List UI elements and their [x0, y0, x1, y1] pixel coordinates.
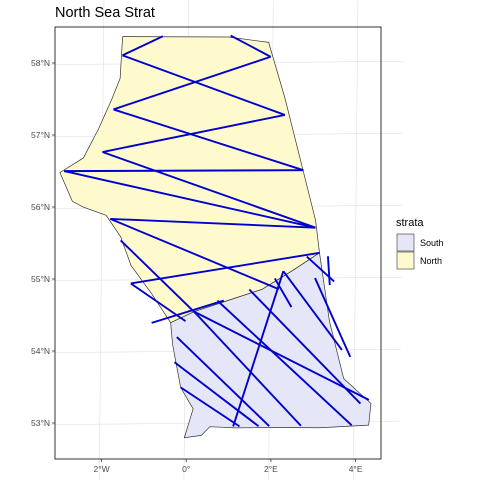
legend-swatch-north: [396, 251, 415, 270]
transect-line: [216, 299, 353, 426]
y-tick-label: 55°N: [31, 274, 50, 284]
x-tick-label: 4°E: [349, 464, 363, 474]
transect-line: [113, 108, 304, 172]
transect-line: [273, 277, 293, 308]
stratum-north: [59, 36, 320, 324]
legend-label-south: South: [420, 238, 444, 248]
transect-line: [113, 55, 271, 111]
chart-title: North Sea Strat: [55, 5, 155, 21]
y-tick-label: 54°N: [31, 346, 50, 356]
stratum-south: [170, 252, 372, 439]
transect-line: [64, 169, 304, 173]
transect-line: [122, 35, 164, 57]
y-tick-label: 58°N: [31, 58, 50, 68]
transect-line: [314, 277, 352, 358]
transect-line: [130, 251, 320, 285]
transect-line: [102, 113, 286, 153]
transect-line: [109, 218, 280, 291]
strata-layer: [59, 36, 372, 439]
transect-line: [232, 270, 285, 427]
transect-line: [176, 336, 270, 427]
x-tick-label: 2°E: [264, 464, 278, 474]
transect-line: [173, 361, 260, 427]
transect-line: [193, 310, 370, 401]
transect-line: [119, 239, 197, 315]
transect-line: [248, 288, 362, 405]
transect-line: [151, 299, 225, 324]
transect-line: [326, 256, 331, 286]
x-tick-label: 0°: [182, 464, 190, 474]
graticule-meridian: [98, 0, 105, 480]
legend-swatch-south: [396, 233, 415, 252]
transect-line: [110, 217, 316, 229]
legend-title: strata: [396, 217, 424, 229]
transect-line: [282, 270, 343, 351]
y-tick-label: 57°N: [31, 130, 50, 140]
panel-border: [54, 26, 382, 460]
legend: strata South North: [396, 217, 444, 270]
transect-line: [63, 170, 316, 229]
transect-layer: [63, 34, 370, 428]
transect-line: [102, 151, 316, 229]
transect-line: [122, 54, 286, 116]
y-tick-label: 53°N: [31, 418, 50, 428]
transect-line: [193, 311, 302, 427]
x-tick-label: 2°W: [93, 464, 109, 474]
transect-line: [180, 386, 241, 428]
transect-line: [230, 34, 272, 58]
legend-label-north: North: [420, 256, 442, 266]
axis-layer: 2°W 0° 2°E 4°E 58°N 57°N 56°N 55°N 54°N 53°N: [31, 58, 363, 474]
y-tick-label: 56°N: [31, 202, 50, 212]
